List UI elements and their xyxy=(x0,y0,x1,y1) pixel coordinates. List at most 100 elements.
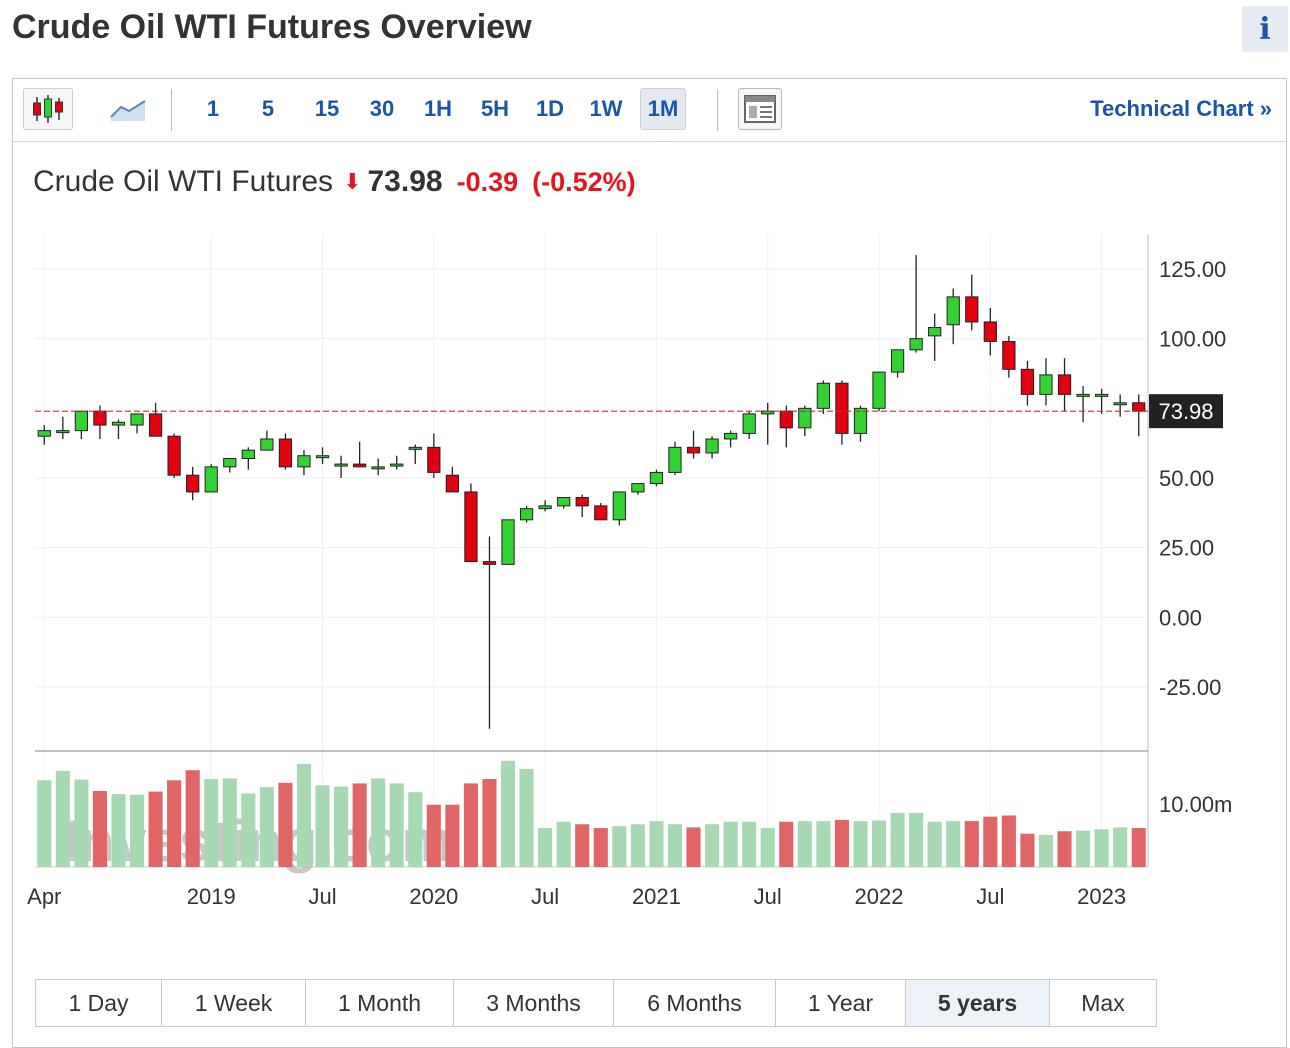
candle-body xyxy=(353,463,367,468)
volume-bar xyxy=(111,794,126,867)
last-price-label: 73.98 xyxy=(1158,399,1213,424)
toolbar-separator xyxy=(171,89,172,131)
candle-body xyxy=(186,474,200,493)
range-button-1-month[interactable]: 1 Month xyxy=(306,980,454,1026)
range-button-5-years[interactable]: 5 years xyxy=(906,980,1050,1026)
x-tick-label: Jul xyxy=(531,884,559,909)
candle-body xyxy=(519,508,534,521)
candle-body xyxy=(111,421,126,426)
range-button-1-year[interactable]: 1 Year xyxy=(776,980,906,1026)
candle-body xyxy=(779,410,793,429)
candle-body xyxy=(1020,368,1035,395)
volume-bar xyxy=(167,780,182,867)
info-button[interactable]: i xyxy=(1242,6,1288,52)
volume-bar xyxy=(222,778,237,867)
layout-button[interactable] xyxy=(738,88,782,130)
volume-bar xyxy=(909,812,924,867)
volume-bar xyxy=(204,779,219,867)
volume-bar xyxy=(612,826,627,867)
volume-bar xyxy=(408,792,423,867)
candle-body xyxy=(742,413,756,434)
interval-button-1w[interactable]: 1W xyxy=(589,96,623,121)
interval-button-30[interactable]: 30 xyxy=(369,96,395,121)
candle-body xyxy=(223,457,237,468)
range-button-6-months[interactable]: 6 Months xyxy=(614,980,776,1026)
volume-bar xyxy=(241,793,256,867)
volume-bar xyxy=(667,824,683,867)
toolbar-separator xyxy=(717,89,718,131)
range-button-max[interactable]: Max xyxy=(1050,980,1156,1026)
candle-body xyxy=(1132,402,1146,412)
candle-body xyxy=(1076,393,1090,397)
quote-header: Crude Oil WTI Futures ⬇ 73.98 -0.39 (-0.… xyxy=(33,165,636,199)
x-tick-label: Jul xyxy=(308,884,336,909)
time-range-selector: 1 Day 1 Week 1 Month 3 Months 6 Months 1 Year… xyxy=(35,979,1157,1027)
candle-body xyxy=(204,466,218,493)
candle-body xyxy=(371,466,385,470)
candle-body xyxy=(315,455,330,459)
candle-body xyxy=(965,296,979,323)
range-button-1-day[interactable]: 1 Day xyxy=(36,980,162,1026)
volume-bar xyxy=(538,828,553,867)
volume-bar xyxy=(482,779,497,867)
candle-body xyxy=(983,321,997,342)
technical-chart-link[interactable]: Technical Chart » xyxy=(1090,96,1272,121)
candle-body xyxy=(890,349,905,373)
watermark: Investing.com xyxy=(63,809,453,874)
volume-bar xyxy=(500,760,516,867)
volume-bar xyxy=(92,790,107,867)
volume-bar xyxy=(1020,833,1035,867)
candle-body xyxy=(538,505,552,510)
candle-body xyxy=(241,449,255,459)
x-tick-label: Jul xyxy=(754,884,782,909)
volume-bar xyxy=(37,780,52,867)
candle-body xyxy=(297,455,311,468)
volume-bar xyxy=(797,821,812,867)
volume-bar xyxy=(1057,831,1072,867)
x-tick-label: 2023 xyxy=(1077,884,1126,909)
interval-button-1d[interactable]: 1D xyxy=(535,96,565,121)
price-chart[interactable]: Investing.com 125.00 100.00 50.00 25.00 0.00 -… xyxy=(13,79,1286,979)
range-button-1-week[interactable]: 1 Week xyxy=(162,980,306,1026)
volume-bar xyxy=(723,821,738,867)
interval-button-1m[interactable]: 1M xyxy=(640,88,686,130)
volume-bar xyxy=(760,828,775,867)
candle-body xyxy=(686,446,701,454)
candle-body xyxy=(427,446,441,473)
volume-bar xyxy=(334,786,349,867)
candle-body xyxy=(928,327,942,337)
volume-bar xyxy=(55,770,70,867)
candle-body xyxy=(334,463,348,467)
candle-body xyxy=(130,413,144,426)
y-tick-label: 0.00 xyxy=(1159,605,1202,630)
volume-bar xyxy=(946,821,961,867)
candle-body xyxy=(74,410,88,432)
candle-body xyxy=(148,413,163,437)
area-chart-button[interactable] xyxy=(103,88,153,130)
volume-bar xyxy=(352,783,367,867)
interval-button-5h[interactable]: 5H xyxy=(480,96,510,121)
candle-body xyxy=(909,338,923,351)
candle-body xyxy=(482,561,497,565)
volume-bar xyxy=(890,812,905,867)
interval-button-1[interactable]: 1 xyxy=(206,96,220,121)
volume-bar xyxy=(1038,834,1054,867)
interval-button-15[interactable]: 15 xyxy=(314,96,340,121)
volume-bar xyxy=(1094,829,1109,867)
volume-bar xyxy=(575,824,590,867)
candle-body xyxy=(1039,374,1053,395)
volume-bar xyxy=(463,783,478,867)
volume-bar xyxy=(630,824,645,867)
volume-bar xyxy=(964,821,979,867)
volume-bar xyxy=(389,783,404,867)
instrument-name: Crude Oil WTI Futures xyxy=(33,165,334,198)
range-button-3-months[interactable]: 3 Months xyxy=(454,980,614,1026)
candlestick-icon xyxy=(33,95,63,123)
volume-bar xyxy=(426,804,441,867)
y-tick-label: 100.00 xyxy=(1159,327,1226,352)
interval-button-1h[interactable]: 1H xyxy=(423,96,453,121)
volume-bar xyxy=(983,816,998,867)
interval-button-5[interactable]: 5 xyxy=(261,96,275,121)
candlestick-chart-button[interactable] xyxy=(23,88,73,130)
volume-bar xyxy=(371,778,386,867)
